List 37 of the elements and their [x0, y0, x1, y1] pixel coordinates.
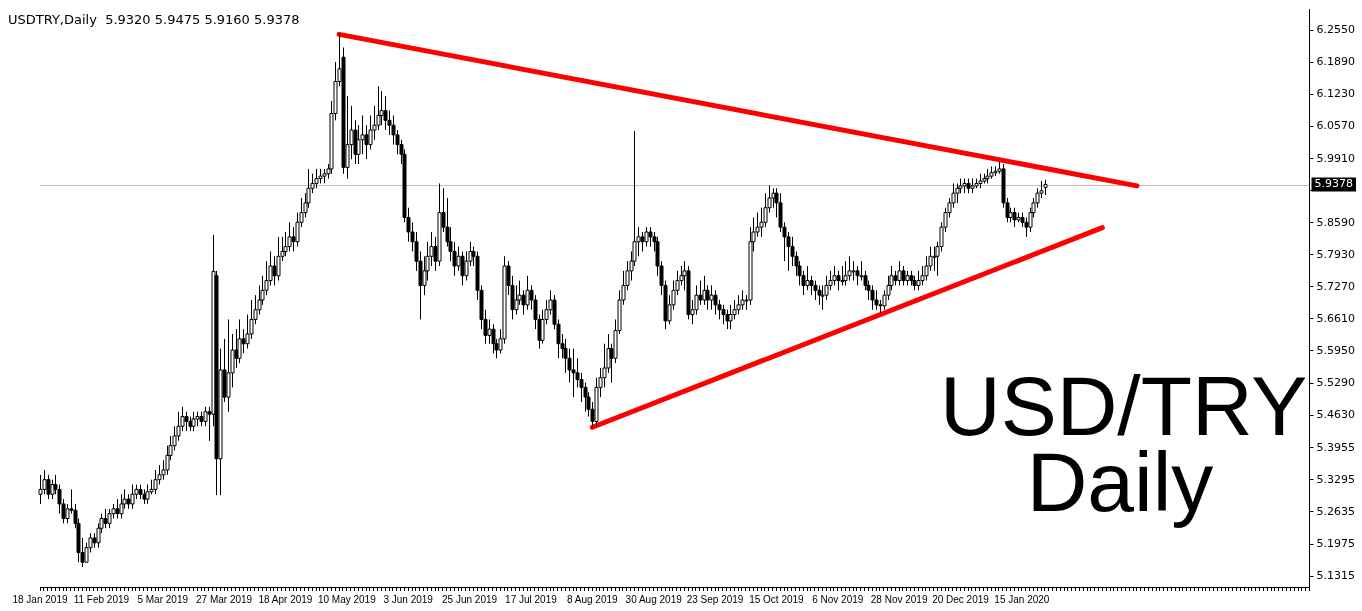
y-tick-label: 5.6610	[1316, 311, 1356, 325]
x-tick-label: 18 Apr 2019	[258, 593, 313, 605]
x-tick-label: 20 Dec 2019	[932, 593, 990, 605]
y-tick-label: 6.1890	[1316, 55, 1356, 69]
x-tick-label: 27 Mar 2019	[196, 593, 253, 605]
y-tick-label: 5.5950	[1316, 343, 1356, 357]
x-tick-label: 23 Sep 2019	[686, 593, 744, 605]
x-tick-label: 15 Oct 2019	[749, 593, 805, 605]
y-tick-label: 5.8590	[1316, 215, 1356, 229]
x-tick-label: 30 Aug 2019	[625, 593, 683, 605]
y-tick-label: 6.2550	[1316, 23, 1356, 37]
y-tick-label: 5.1975	[1316, 536, 1356, 550]
y-tick-label: 5.7930	[1316, 247, 1356, 261]
y-tick-label: 5.2635	[1316, 504, 1356, 518]
ref-line-label: 5.9378	[1314, 177, 1354, 191]
y-tick-label: 5.3955	[1316, 440, 1356, 454]
annotation: Daily	[1026, 435, 1214, 529]
x-tick-label: 25 Jun 2019	[442, 593, 498, 605]
x-tick-label: 8 Aug 2019	[566, 593, 619, 605]
x-tick-label: 10 May 2019	[317, 593, 377, 605]
y-tick-label: 5.1315	[1316, 568, 1356, 582]
y-tick-label: 5.9910	[1316, 151, 1356, 165]
x-tick-label: 3 Jun 2019	[383, 593, 434, 605]
chart-title: USDTRY,Daily 5.9320 5.9475 5.9160 5.9378	[8, 12, 300, 27]
y-tick-label: 6.0570	[1316, 119, 1356, 133]
y-tick-label: 5.3295	[1316, 472, 1356, 486]
y-tick-label: 5.5290	[1316, 375, 1356, 389]
x-tick-label: 6 Nov 2019	[812, 593, 864, 605]
x-tick-label: 18 Jan 2019	[12, 593, 68, 605]
x-tick-label: 11 Feb 2019	[73, 593, 130, 605]
x-tick-label: 17 Jul 2019	[505, 593, 558, 605]
x-tick-label: 28 Nov 2019	[870, 593, 928, 605]
x-tick-label: 15 Jan 2020	[994, 593, 1050, 605]
x-tick-label: 5 Mar 2019	[137, 593, 189, 605]
y-tick-label: 5.7270	[1316, 279, 1356, 293]
y-tick-label: 5.4630	[1316, 407, 1356, 421]
y-tick-label: 6.1230	[1316, 87, 1356, 101]
